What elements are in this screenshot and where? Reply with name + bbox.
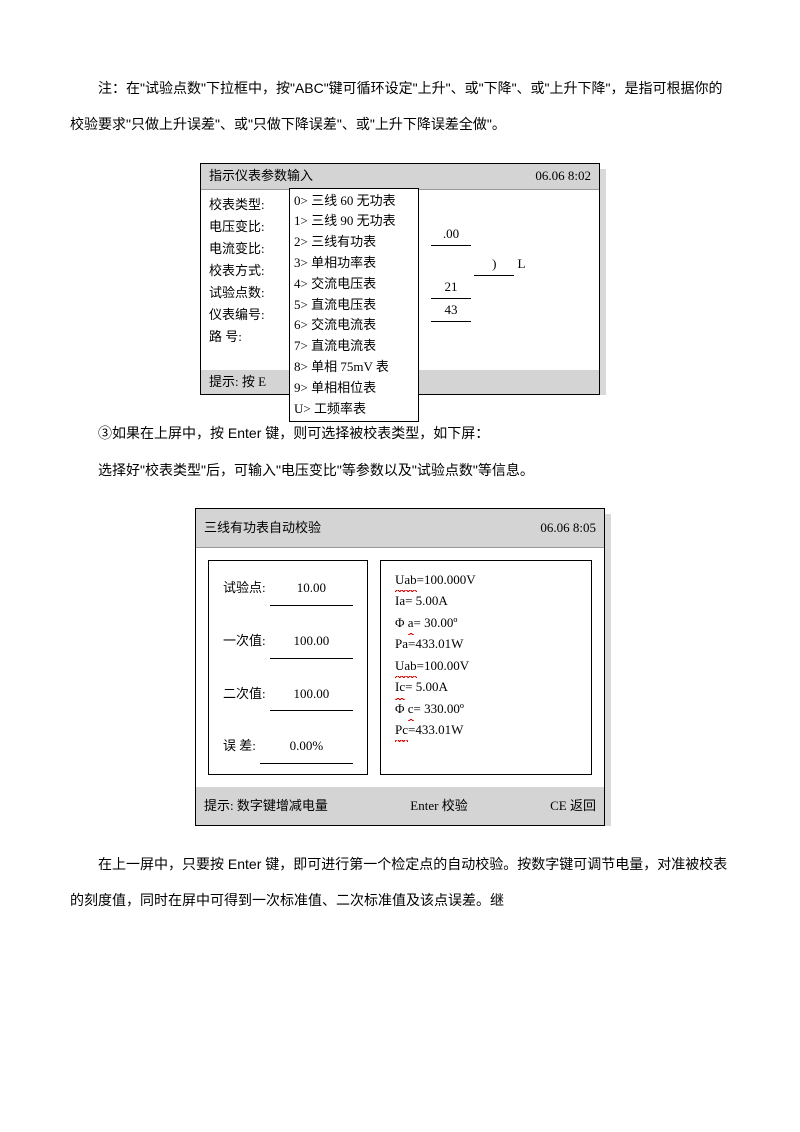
fig2-label-error: 误 差:: [223, 729, 256, 764]
fig1-label-0: 校表类型:: [209, 194, 265, 216]
fig2-title: 三线有功表自动校验: [204, 511, 321, 545]
fig2-val-error[interactable]: 0.00%: [260, 729, 353, 764]
fig1-label-6: 仪表编号:: [209, 304, 265, 326]
fig2-r4: Pa=433.01W: [395, 633, 577, 654]
figure-1: 指示仪表参数输入 06.06 8:02 校表类型: 电压变比: 电流变比: 校表…: [200, 163, 600, 396]
fig2-label-primary: 一次值:: [223, 624, 266, 659]
fig2-right-panel: Uab=100.000V Ia= 5.00A Φ a= 30.00º Pa=43…: [380, 560, 592, 775]
fig2-label-testpoint: 试验点:: [223, 571, 266, 606]
fig2-header: 三线有功表自动校验 06.06 8:05: [196, 509, 604, 548]
fig1-dd-2[interactable]: 2> 三线有功表: [294, 232, 414, 253]
fig1-dd-0[interactable]: 0> 三线 60 无功表: [294, 191, 414, 212]
fig1-labels: 校表类型: 电压变比: 电流变比: 校表方式: 试验点数: 仪表编号: 路 号:: [209, 194, 265, 349]
fig1-dropdown[interactable]: 0> 三线 60 无功表 1> 三线 90 无功表 2> 三线有功表 3> 单相…: [289, 188, 419, 423]
fig1-dd-6[interactable]: 6> 交流电流表: [294, 315, 414, 336]
fig1-rv2b: L: [518, 256, 526, 271]
fig2-r8: Pc=433.01W: [395, 719, 577, 740]
fig1-dd-8[interactable]: 8> 单相 75mV 表: [294, 357, 414, 378]
fig1-dd-3[interactable]: 3> 单相功率表: [294, 253, 414, 274]
fig2-body: 试验点: 10.00 一次值: 100.00 二次值: 100.00 误 差: …: [196, 548, 604, 787]
fig1-rightvals: .00 ) L 21 43: [431, 194, 599, 322]
fig2-row-primary: 一次值: 100.00: [223, 624, 353, 659]
fig1-title: 指示仪表参数输入: [209, 166, 313, 187]
fig2-r3: Φ a= 30.00º: [395, 612, 577, 633]
fig2-row-error: 误 差: 0.00%: [223, 729, 353, 764]
fig1-rv4: 43: [431, 299, 471, 322]
fig2-row-testpoint: 试验点: 10.00: [223, 571, 353, 606]
fig1-label-1: 电压变比:: [209, 216, 265, 238]
paragraph-note: 注：在"试验点数"下拉框中，按"ABC"键可循环设定"上升"、或"下降"、或"上…: [70, 70, 730, 143]
fig1-label-5: 试验点数:: [209, 282, 265, 304]
fig1-dd-4[interactable]: 4> 交流电压表: [294, 274, 414, 295]
fig1-rv3: 21: [431, 276, 471, 299]
fig1-header: 指示仪表参数输入 06.06 8:02: [201, 164, 599, 190]
fig2-r5: Uab=100.00V: [395, 655, 577, 676]
fig2-footer: 提示: 数字键增减电量 Enter 校验 CE 返回: [196, 787, 604, 825]
fig1-dd-10[interactable]: U> 工频率表: [294, 399, 414, 420]
fig1-dd-9[interactable]: 9> 单相相位表: [294, 378, 414, 399]
fig1-datetime: 06.06 8:02: [535, 166, 591, 187]
fig1-label-2: 电流变比:: [209, 238, 265, 260]
fig2-r1: Uab=100.000V: [395, 569, 577, 590]
fig1-label-7: 路 号:: [209, 326, 265, 348]
figure-1-wrap: 指示仪表参数输入 06.06 8:02 校表类型: 电压变比: 电流变比: 校表…: [70, 163, 730, 396]
fig2-footer-mid: Enter 校验: [410, 789, 467, 823]
paragraph-4: 在上一屏中，只要按 Enter 键，即可进行第一个检定点的自动校验。按数字键可调…: [70, 846, 730, 919]
fig1-rv1: .00: [431, 223, 471, 246]
fig1-body: 校表类型: 电压变比: 电流变比: 校表方式: 试验点数: 仪表编号: 路 号:…: [201, 190, 599, 370]
fig2-r6: Ic= 5.00A: [395, 676, 577, 697]
fig2-datetime: 06.06 8:05: [540, 511, 596, 545]
fig1-window: 指示仪表参数输入 06.06 8:02 校表类型: 电压变比: 电流变比: 校表…: [200, 163, 600, 396]
fig1-dd-7[interactable]: 7> 直流电流表: [294, 336, 414, 357]
fig2-left-panel: 试验点: 10.00 一次值: 100.00 二次值: 100.00 误 差: …: [208, 560, 368, 775]
fig2-footer-left: 提示: 数字键增减电量: [204, 789, 328, 823]
figure-2: 三线有功表自动校验 06.06 8:05 试验点: 10.00 一次值: 100…: [195, 508, 605, 826]
fig1-label-3: 校表方式:: [209, 260, 265, 282]
fig2-val-testpoint[interactable]: 10.00: [270, 571, 353, 606]
fig1-dd-5[interactable]: 5> 直流电压表: [294, 295, 414, 316]
fig2-r7: Φ c= 330.00º: [395, 698, 577, 719]
fig2-r2: Ia= 5.00A: [395, 590, 577, 611]
paragraph-3: 选择好"校表类型"后，可输入"电压变比"等参数以及"试验点数"等信息。: [70, 452, 730, 488]
fig2-val-primary[interactable]: 100.00: [270, 624, 353, 659]
fig2-footer-right: CE 返回: [550, 789, 596, 823]
fig1-rv2a: ): [474, 253, 514, 276]
fig2-val-secondary[interactable]: 100.00: [270, 677, 353, 712]
fig2-row-secondary: 二次值: 100.00: [223, 677, 353, 712]
figure-2-wrap: 三线有功表自动校验 06.06 8:05 试验点: 10.00 一次值: 100…: [70, 508, 730, 826]
fig2-window: 三线有功表自动校验 06.06 8:05 试验点: 10.00 一次值: 100…: [195, 508, 605, 826]
fig2-label-secondary: 二次值:: [223, 677, 266, 712]
fig1-dd-1[interactable]: 1> 三线 90 无功表: [294, 211, 414, 232]
